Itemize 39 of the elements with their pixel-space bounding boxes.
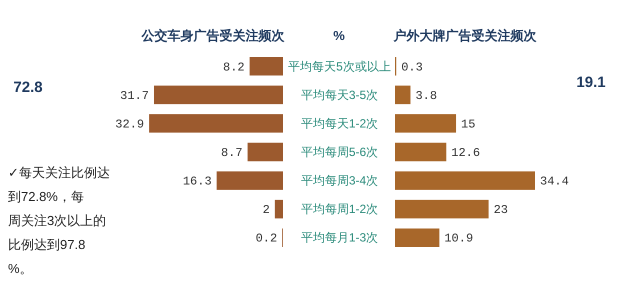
- bar: [274, 200, 283, 218]
- data-label: 32.9: [115, 117, 144, 132]
- bar: [395, 86, 410, 104]
- chart-title: 公交车身广告受关注频次: [140, 28, 286, 43]
- bar: [395, 171, 535, 190]
- bar: [216, 171, 283, 190]
- text: ✓每天关注比例达到72.8%，每周关注3次以上的比例达到97.8%。: [8, 165, 110, 276]
- y-tick-label: 平均每周1-2次: [300, 202, 378, 216]
- data-label: 2: [262, 203, 270, 218]
- data-label: 3.8: [415, 88, 438, 103]
- bar: [395, 200, 489, 218]
- bar: [395, 114, 456, 133]
- data-label: 8.2: [223, 60, 245, 74]
- text: 72.8: [13, 79, 43, 96]
- bar: [395, 142, 446, 162]
- data-label: 16.3: [182, 174, 212, 189]
- bar: [154, 86, 283, 104]
- bar: [250, 57, 283, 76]
- data-label: 34.4: [540, 174, 569, 189]
- y-tick-label: 平均每周5-6次: [300, 145, 378, 159]
- y-tick-label: 平均每天5次或以上: [288, 59, 391, 74]
- text: 19.1: [576, 74, 606, 91]
- y-tick-label: 平均每天1-2次: [300, 116, 378, 130]
- bar: [248, 142, 283, 162]
- data-label: 15: [461, 117, 476, 132]
- y-tick-label: 平均每天3-5次: [300, 88, 378, 102]
- data-label: 23: [494, 203, 508, 218]
- data-label: 0.3: [401, 60, 423, 74]
- y-tick-label: 平均每周3-4次: [300, 174, 378, 188]
- data-label: 0.2: [256, 232, 278, 246]
- data-label: 12.6: [451, 146, 480, 160]
- data-label: 10.9: [444, 232, 474, 246]
- data-label: 8.7: [220, 146, 243, 160]
- bar: [149, 114, 283, 133]
- text: %: [333, 28, 346, 43]
- y-tick-label: 平均每月1-3次: [300, 230, 378, 245]
- chart-title: 户外大牌广告受关注频次: [392, 28, 538, 43]
- data-label: 31.7: [120, 88, 149, 103]
- bar: [395, 228, 440, 247]
